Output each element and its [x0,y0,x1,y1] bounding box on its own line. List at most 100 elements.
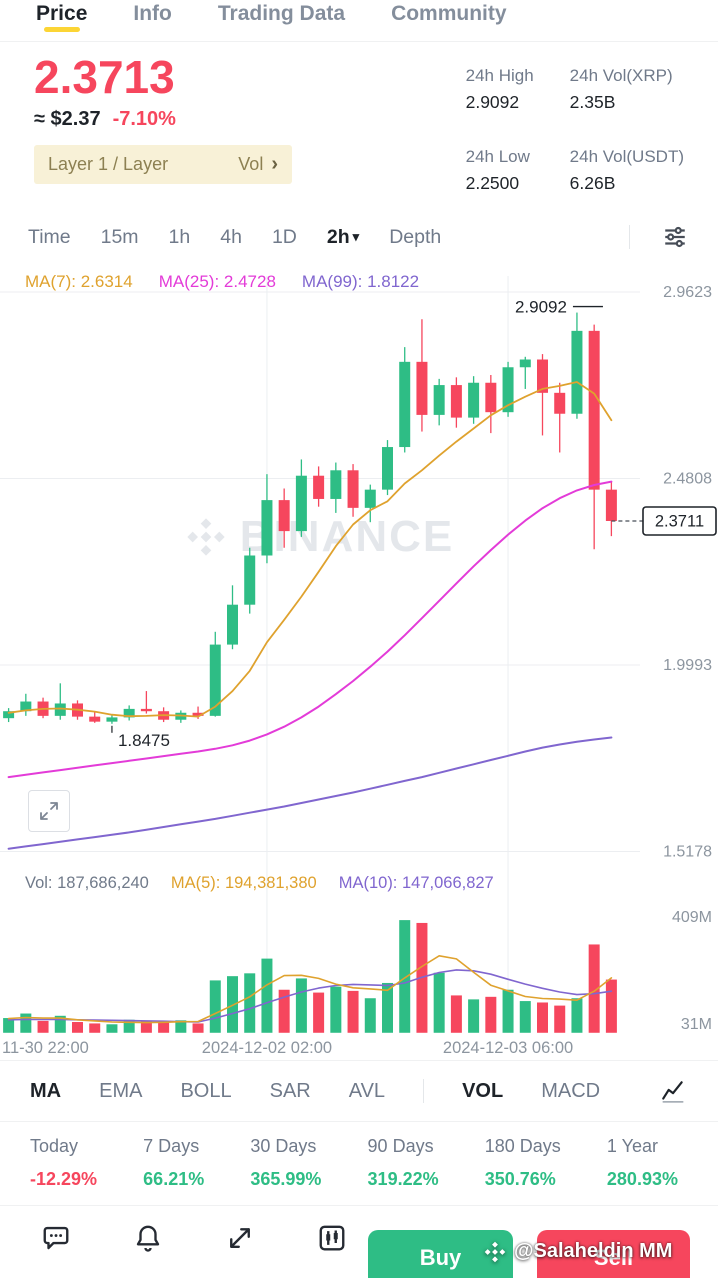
candle-body [571,330,583,414]
candle-body [295,475,307,532]
price-axis-label: 1.9993 [663,657,712,674]
price-axis-label: 2.9623 [663,284,712,301]
indicator-avl[interactable]: AVL [348,1079,386,1102]
volume-bar [192,1023,204,1033]
candle-body [433,385,445,415]
price-volume-chart[interactable]: 2.9623 2.4808 1.9993 1.5178 2.9092 1.8475 2.37… [0,262,718,1060]
ma25-line [7,480,613,779]
perf-90d: 90 Days 319.22% [367,1136,439,1189]
volume-bar [244,973,256,1033]
volume-bar [468,999,480,1033]
candle-body [502,367,514,413]
indicator-macd[interactable]: MACD [541,1079,601,1102]
indicator-edit-icon[interactable] [658,1076,688,1106]
tab-trading-data[interactable]: Trading Data [217,2,346,25]
volume-bar [382,982,393,1033]
candle-body [192,712,204,716]
candle-body [416,361,428,415]
tab-price-label: Price [36,2,88,25]
candle-body [106,717,118,722]
indicator-sar[interactable]: SAR [269,1079,311,1102]
candle-body [347,470,359,508]
volume-bar [502,989,514,1033]
price-header-left: 2.3713 ≈ $2.37 -7.10% Layer 1 / Layer Vo… [34,52,292,212]
tab-community[interactable]: Community [391,2,507,25]
high-price-annotation: 2.9092 [515,298,567,317]
x-axis-label: 2024-12-02 02:00 [202,1039,332,1057]
chevron-right-icon: › [271,153,278,175]
volume-bar [54,1015,66,1033]
candle-body [227,604,238,645]
kline-chart-icon[interactable] [316,1222,348,1254]
candle-body [54,703,66,716]
comments-icon[interactable] [40,1222,72,1254]
candle-body [123,708,135,718]
stat-24h-vol-xrp: 24h Vol(XRP) 2.35B [569,66,673,112]
timeframe-1h[interactable]: 1h [168,225,191,248]
volume-bar [571,998,583,1033]
tab-info[interactable]: Info [133,2,172,25]
candle-body [468,382,480,418]
category-tag-right: Vol › [238,153,278,175]
divider [423,1079,425,1103]
buy-button[interactable]: Buy [368,1230,513,1278]
price-header: 2.3713 ≈ $2.37 -7.10% Layer 1 / Layer Vo… [0,42,718,212]
volume-bar [72,1022,83,1033]
caret-down-icon: ▾ [352,228,360,244]
price-axis-label: 1.5178 [663,844,712,861]
timeframe-time[interactable]: Time [28,225,71,248]
volume-bar [20,1013,32,1033]
alert-bell-icon[interactable] [132,1222,164,1254]
tab-price[interactable]: Price [36,0,87,36]
perf-7d: 7 Days 66.21% [143,1136,205,1189]
candle-body [399,361,411,448]
candle-body [89,716,101,722]
volume-bar [261,958,273,1033]
candle-body [3,711,15,719]
timeframe-4h[interactable]: 4h [220,225,242,248]
perf-today: Today -12.29% [30,1136,98,1189]
perf-30d: 30 Days 365.99% [250,1136,322,1189]
indicator-ma[interactable]: MA [30,1079,62,1102]
top-nav: Price Info Trading Data Community [0,0,718,42]
candle-body [382,447,393,490]
active-tab-underline [43,27,80,32]
volume-bar [364,998,376,1033]
perf-180d: 180 Days 350.76% [484,1136,561,1189]
sell-button[interactable]: Sell [537,1230,690,1278]
timeframe-15m[interactable]: 15m [100,225,139,248]
timeframe-row: Time 15m 1h 4h 1D 2h ▾ Depth [0,212,718,262]
footer-icons [0,1206,718,1254]
perf-1y: 1 Year 280.93% [606,1136,678,1189]
category-tag[interactable]: Layer 1 / Layer Vol › [34,145,292,184]
volume-bar [519,1001,531,1033]
chart-settings-icon[interactable] [660,222,690,252]
indicator-boll[interactable]: BOLL [180,1079,232,1102]
volume-bar [123,1019,135,1033]
indicator-vol[interactable]: VOL [462,1079,504,1102]
depth-tab[interactable]: Depth [389,225,442,248]
volume-bar [588,944,600,1033]
timeframe-2h[interactable]: 2h ▾ [326,225,360,248]
candle-body [313,475,325,499]
volume-bar [89,1023,101,1033]
stat-24h-low: 24h Low 2.2500 [465,147,530,193]
compare-arrows-icon[interactable] [224,1222,256,1254]
volume-bar [433,972,445,1033]
candle-body [209,644,221,716]
vol-ma5-line [7,954,613,1024]
volume-bar [3,1018,15,1033]
candle-body [330,470,342,499]
volume-bar [605,979,617,1033]
volume-bar [313,992,325,1033]
indicator-ema[interactable]: EMA [99,1079,143,1102]
volume-axis-label: 31M [681,1016,712,1033]
fiat-price: ≈ $2.37 [34,108,101,130]
volume-bar [295,978,307,1033]
last-price-tag-label: 2.3711 [655,512,704,530]
timeframe-1d[interactable]: 1D [271,225,297,248]
x-axis-label: 2024-12-03 06:00 [443,1039,573,1057]
ma7-line [7,381,613,718]
fullscreen-chart-button[interactable] [28,790,70,832]
